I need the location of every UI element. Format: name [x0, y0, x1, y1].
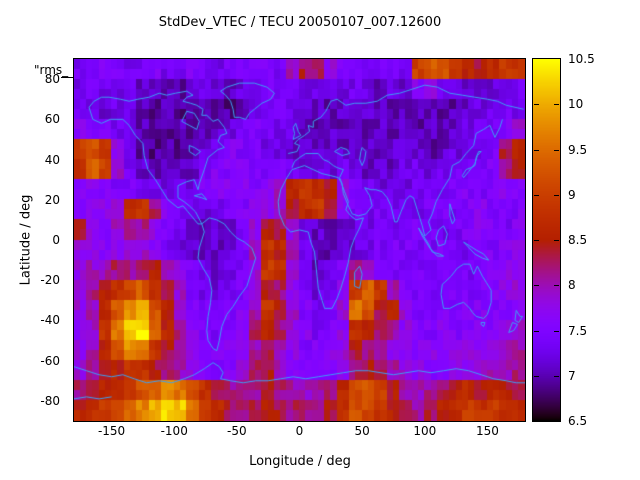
colorbar-tick-label: 9	[568, 187, 576, 202]
colorbar-tick-label: 8	[568, 278, 576, 293]
legend-sample-line	[61, 77, 74, 78]
colorbar-tick-mark	[554, 104, 559, 105]
x-tick-label: 0	[295, 424, 304, 438]
colorbar-tick-mark	[534, 195, 539, 196]
x-tick-label: 50	[354, 424, 370, 438]
chart-title: StdDev_VTEC / TECU 20050107_007.12600	[158, 15, 442, 30]
y-tick-label: 60	[44, 112, 60, 127]
colorbar-tick-mark	[534, 285, 539, 286]
colorbar-tick-mark	[554, 376, 559, 377]
colorbar-tick-mark	[534, 104, 539, 105]
colorbar-tick-label: 10	[568, 97, 584, 112]
plot-border	[73, 58, 526, 422]
colorbar-tick-mark	[554, 331, 559, 332]
colorbar-tick-label: 10.5	[568, 52, 595, 66]
x-tick-label: 100	[413, 424, 437, 438]
y-tick-label: 0	[52, 233, 60, 247]
heatmap-world-map-canvas	[74, 59, 525, 421]
colorbar-tick-label: 9.5	[568, 142, 588, 157]
colorbar-tick-mark	[554, 195, 559, 196]
y-tick-label: -80	[40, 393, 60, 408]
colorbar-tick-label: 8.5	[568, 233, 588, 247]
colorbar-tick-mark	[554, 285, 559, 286]
colorbar-tick-mark	[534, 240, 539, 241]
colorbar-border	[532, 58, 561, 422]
y-tick-label: 20	[44, 192, 60, 207]
y-tick-label: 80	[44, 72, 60, 87]
colorbar-tick-mark	[534, 331, 539, 332]
colorbar-tick-label: 6.5	[568, 414, 588, 428]
y-axis-label: Latitude / deg	[18, 194, 34, 286]
colorbar-tick-mark	[534, 376, 539, 377]
colorbar-tick-mark	[554, 150, 559, 151]
y-tick-label: -40	[40, 313, 60, 328]
legend-key-label: "rms_	[34, 63, 69, 77]
x-tick-label: -50	[227, 424, 247, 438]
x-tick-label: -100	[160, 424, 188, 438]
x-tick-label: -150	[97, 424, 126, 438]
colorbar-tick-label: 7.5	[568, 323, 588, 338]
colorbar-tick-mark	[534, 150, 539, 151]
y-tick-label: -60	[40, 353, 60, 368]
x-tick-label: 150	[475, 424, 499, 438]
x-axis-label: Longitude / deg	[249, 454, 351, 469]
colorbar-tick-mark	[554, 240, 559, 241]
colorbar-tick-label: 7	[568, 368, 576, 383]
y-tick-label: 40	[44, 152, 60, 167]
y-tick-label: -20	[40, 273, 60, 288]
